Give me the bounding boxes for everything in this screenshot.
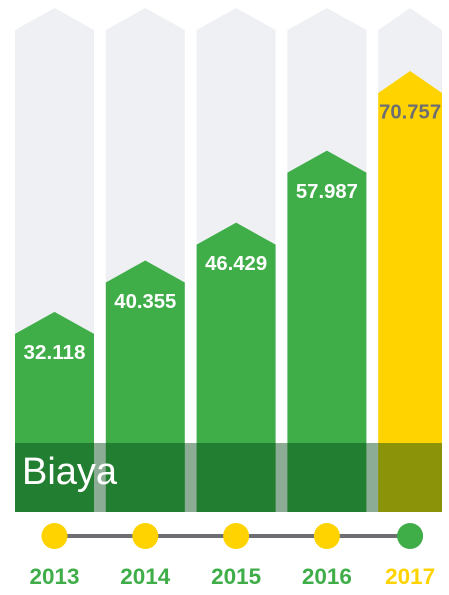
x-tick-label: 2013 [30,564,80,589]
timeline-dot [41,523,68,549]
x-tick-label: 2014 [120,564,171,589]
bar [378,71,442,512]
timeline-points: 2013 2014 2015 2016 2017 [30,523,435,589]
x-tick-label: 2015 [211,564,261,589]
value-label: 46.429 [205,253,267,275]
timeline-dot [397,523,424,549]
timeline-dot [223,523,250,549]
bar [287,150,367,513]
value-label: 40.355 [114,291,176,313]
x-tick-label: 2016 [302,564,352,589]
bar [196,222,276,513]
bar [105,260,185,512]
timeline-dot [313,523,340,549]
bars: 32.118 40.355 46.429 57.987 70.757 [15,71,442,513]
bar [15,311,94,512]
value-label: 32.118 [24,342,86,364]
timeline-dot [132,523,159,549]
value-label: 70.757 [379,101,441,123]
value-label: 57.987 [296,181,358,203]
band-label: Biaya [22,451,118,493]
label-band [15,443,442,512]
x-tick-label: 2017 [385,564,435,589]
